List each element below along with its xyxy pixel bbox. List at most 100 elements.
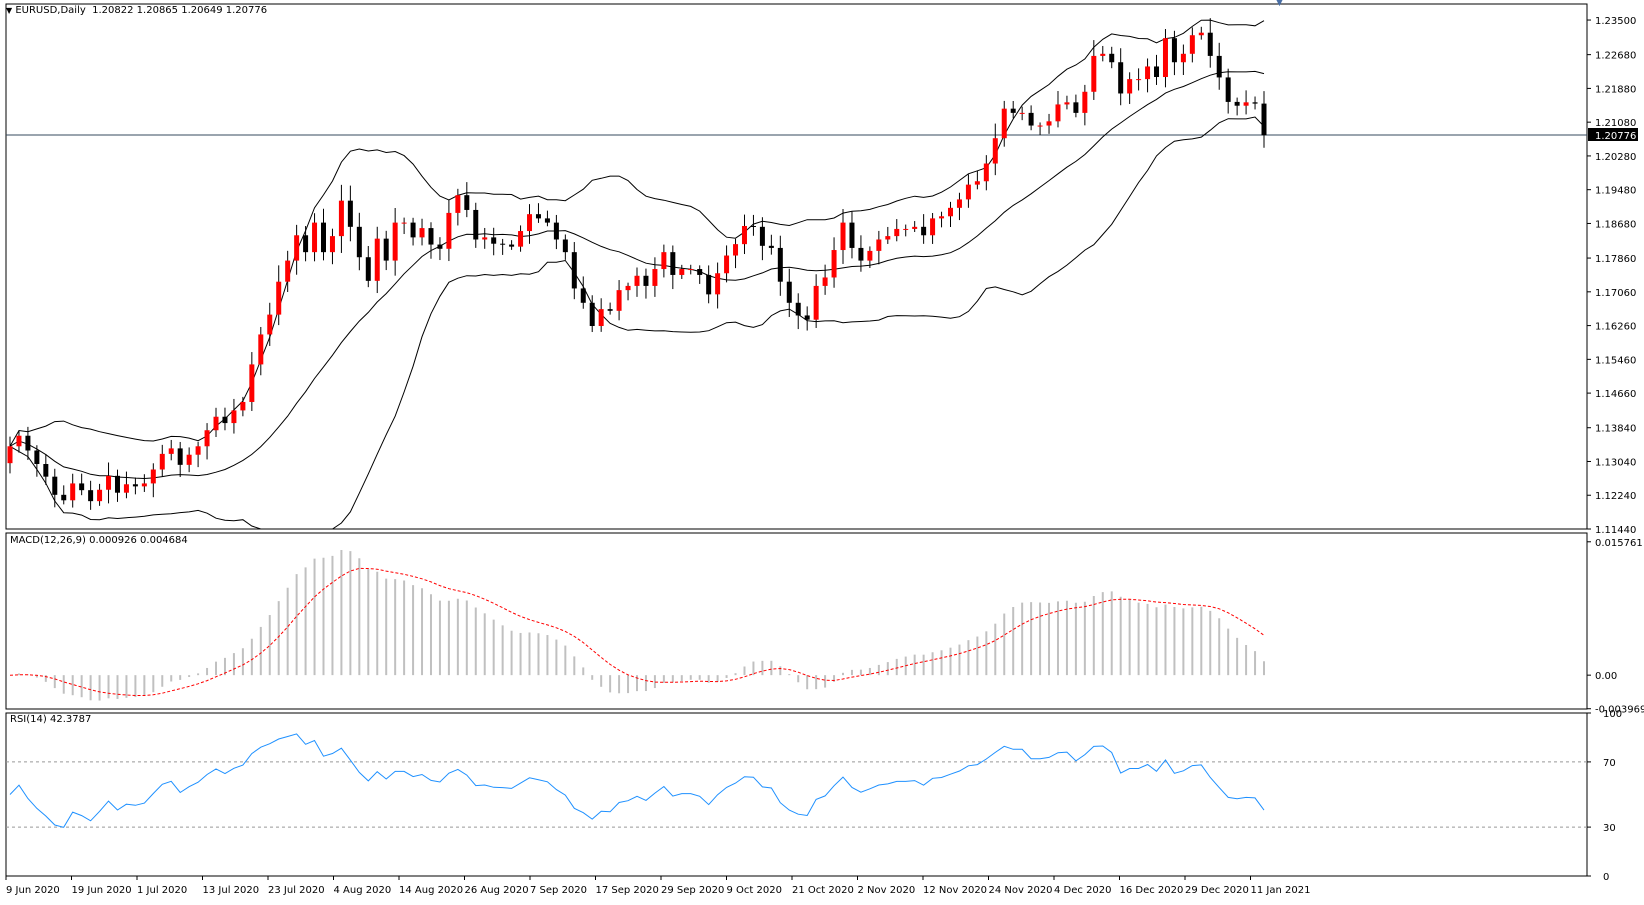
candle-body [7,446,13,464]
candle [1019,106,1025,121]
candle-body [616,290,622,311]
candle [930,212,936,244]
candle-body [347,200,353,227]
time-tick-label: 9 Oct 2020 [727,885,782,896]
candle-body [276,281,282,315]
candle-body [1171,38,1177,63]
candle-body [1064,102,1070,105]
current-price-box [1588,127,1638,141]
candle [697,265,703,284]
candle [562,234,568,260]
candle-body [1261,103,1267,136]
candle-body [70,483,76,501]
rsi-title: RSI(14) 42.3787 [10,714,91,725]
candle [213,407,219,437]
candle [482,227,488,249]
candle [813,274,819,328]
candle-body [858,247,864,261]
candle [43,454,49,485]
bollinger-middle-line [9,70,1265,480]
candle [1162,29,1168,88]
candle-body [759,226,765,246]
candle [518,225,524,252]
candle-body [670,252,676,275]
price-tick-label: 1.13040 [1595,457,1636,468]
candle-body [956,199,962,208]
candle-body [598,309,604,327]
time-tick-label: 4 Dec 2020 [1054,885,1112,896]
candle [141,474,147,492]
candle-body [741,225,747,245]
candle [1154,54,1160,85]
candle [1010,100,1016,119]
price-tick-label: 1.13840 [1595,424,1636,435]
macd-title: MACD(12,26,9) 0.000926 0.004684 [10,535,188,546]
candle-body [894,228,900,237]
price-tick-label: 1.11440 [1595,525,1636,536]
candle [849,211,855,259]
candle [240,396,246,417]
candle [132,477,138,495]
candle-body [706,274,712,295]
candle-body [106,475,112,490]
candle-body [401,222,407,224]
candle [500,238,506,255]
candle-body [625,285,631,291]
candle-body [1252,102,1258,104]
candle-body [840,222,846,251]
candle [527,204,533,244]
candle [1028,105,1034,131]
candle-body [974,181,980,185]
candle [159,444,165,477]
candle-body [114,475,120,493]
candle-body [294,235,300,261]
macd-tick-label: 0.00 [1595,671,1617,682]
ohlc-label: 1.20822 1.20865 1.20649 1.20776 [92,5,268,16]
rsi-tick-label: 100 [1603,709,1622,720]
candle-body [1180,53,1186,63]
candle-body [724,255,730,274]
candle [177,441,183,478]
scroll-marker-icon[interactable]: ▼ [1276,0,1283,8]
candle-body [150,469,156,484]
candle-body [1162,38,1168,78]
candle [356,212,362,271]
candle [786,268,792,317]
candle-body [1145,66,1151,80]
candle [1234,97,1240,116]
candle-body [768,245,774,248]
candle [1243,90,1249,115]
candle [634,267,640,297]
pane-frame-1 [5,532,1588,710]
candlesticks [7,18,1267,510]
pane-frames [5,3,1588,877]
candle-body [365,257,371,281]
price-tick-label: 1.12240 [1595,491,1636,502]
price-tick-label: 1.19480 [1595,186,1636,197]
candle [948,201,953,227]
candle-body [1091,55,1097,92]
candle [858,235,864,272]
candle-body [186,454,192,465]
candle-body [849,222,855,248]
candle [374,226,380,294]
candle [903,224,909,237]
candle-body [1010,108,1016,113]
candle-body [527,214,533,232]
candle [894,219,900,242]
candle [294,224,300,275]
menu-triangle-icon[interactable]: ▼ [6,6,13,15]
candle [1189,27,1195,63]
candle-body [822,277,828,286]
candle [365,245,371,288]
candle [401,217,407,235]
price-tick-label: 1.17060 [1595,288,1636,299]
candle-body [813,285,819,320]
time-tick-label: 7 Sep 2020 [530,885,587,896]
time-tick-label: 21 Oct 2020 [792,885,854,896]
macd-tick-label: -0.003969 [1595,705,1644,716]
candle-body [1109,53,1115,63]
candle [831,237,837,288]
